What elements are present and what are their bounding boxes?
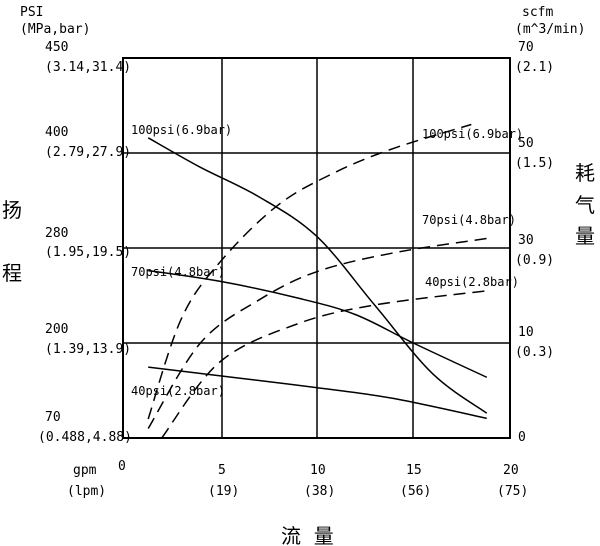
x-axis-unit-sub: (lpm) <box>67 484 106 499</box>
x-tick-label: 5 <box>218 463 226 478</box>
head-curve-2 <box>148 366 487 420</box>
left-tick-sublabel: (0.488,4.88) <box>38 430 132 445</box>
right-tick-sublabel: (0.9) <box>515 253 554 268</box>
left-tick-label: 70 <box>45 410 61 425</box>
right-tick-label: 50 <box>518 136 534 151</box>
left-axis-unit-sub: (MPa,bar) <box>20 22 90 37</box>
right-axis-title-char: 量 <box>575 224 595 248</box>
x-tick-sublabel: (38) <box>304 484 335 499</box>
right-tick-sublabel: (2.1) <box>515 60 554 75</box>
left-tick-sublabel: (3.14,31.4) <box>45 60 131 75</box>
right-tick-sublabel: (0.3) <box>515 345 554 360</box>
series-curves <box>147 123 488 439</box>
left-axis-title-char: 扬 <box>2 198 22 222</box>
x-tick-label: 15 <box>406 463 422 478</box>
left-axis-title-char: 程 <box>2 261 22 285</box>
x-tick-sublabel: (56) <box>400 484 431 499</box>
x-tick-label: 0 <box>118 459 126 474</box>
left-tick-sublabel: (1.39,13.9) <box>45 342 131 357</box>
x-tick-label: 10 <box>310 463 326 478</box>
curve-label-head-70: 70psi(4.8bar) <box>131 265 225 279</box>
right-axis-title-char: 耗 <box>575 161 595 185</box>
curve-label-air-70: 70psi(4.8bar) <box>422 213 516 227</box>
right-axis-unit: scfm <box>522 5 553 20</box>
x-tick-sublabel: (75) <box>497 484 528 499</box>
curve-label-head-40: 40psi(2.8bar) <box>131 384 225 398</box>
left-tick-sublabel: (2.79,27.9) <box>45 145 131 160</box>
plot-area <box>122 57 511 439</box>
right-tick-label: 30 <box>518 233 534 248</box>
right-tick-label: 0 <box>518 430 526 445</box>
x-tick-sublabel: (19) <box>208 484 239 499</box>
right-tick-label: 70 <box>518 40 534 55</box>
left-axis-unit: PSI <box>20 5 43 20</box>
right-axis-unit-sub: (m^3/min) <box>515 22 585 37</box>
curve-label-air-100: 100psi(6.9bar) <box>422 127 523 141</box>
head-curve-1 <box>148 269 488 378</box>
curve-label-head-100: 100psi(6.9bar) <box>131 123 232 137</box>
air-consumption-curve-4 <box>147 237 487 429</box>
left-tick-label: 400 <box>45 125 68 140</box>
left-tick-label: 280 <box>45 226 68 241</box>
x-axis-unit: gpm <box>73 463 97 478</box>
right-tick-sublabel: (1.5) <box>515 156 554 171</box>
curve-label-air-40: 40psi(2.8bar) <box>425 275 519 289</box>
air-consumption-curve-3 <box>147 123 472 420</box>
x-axis-title: 流 量 <box>281 524 334 546</box>
air-consumption-curve-5 <box>161 290 487 439</box>
right-axis-title-char: 气 <box>575 193 595 217</box>
left-tick-label: 450 <box>45 40 68 55</box>
x-tick-label: 20 <box>503 463 519 478</box>
right-tick-label: 10 <box>518 325 534 340</box>
head-curve-0 <box>147 137 488 414</box>
left-tick-sublabel: (1.95,19.5) <box>45 245 131 260</box>
left-tick-label: 200 <box>45 322 68 337</box>
